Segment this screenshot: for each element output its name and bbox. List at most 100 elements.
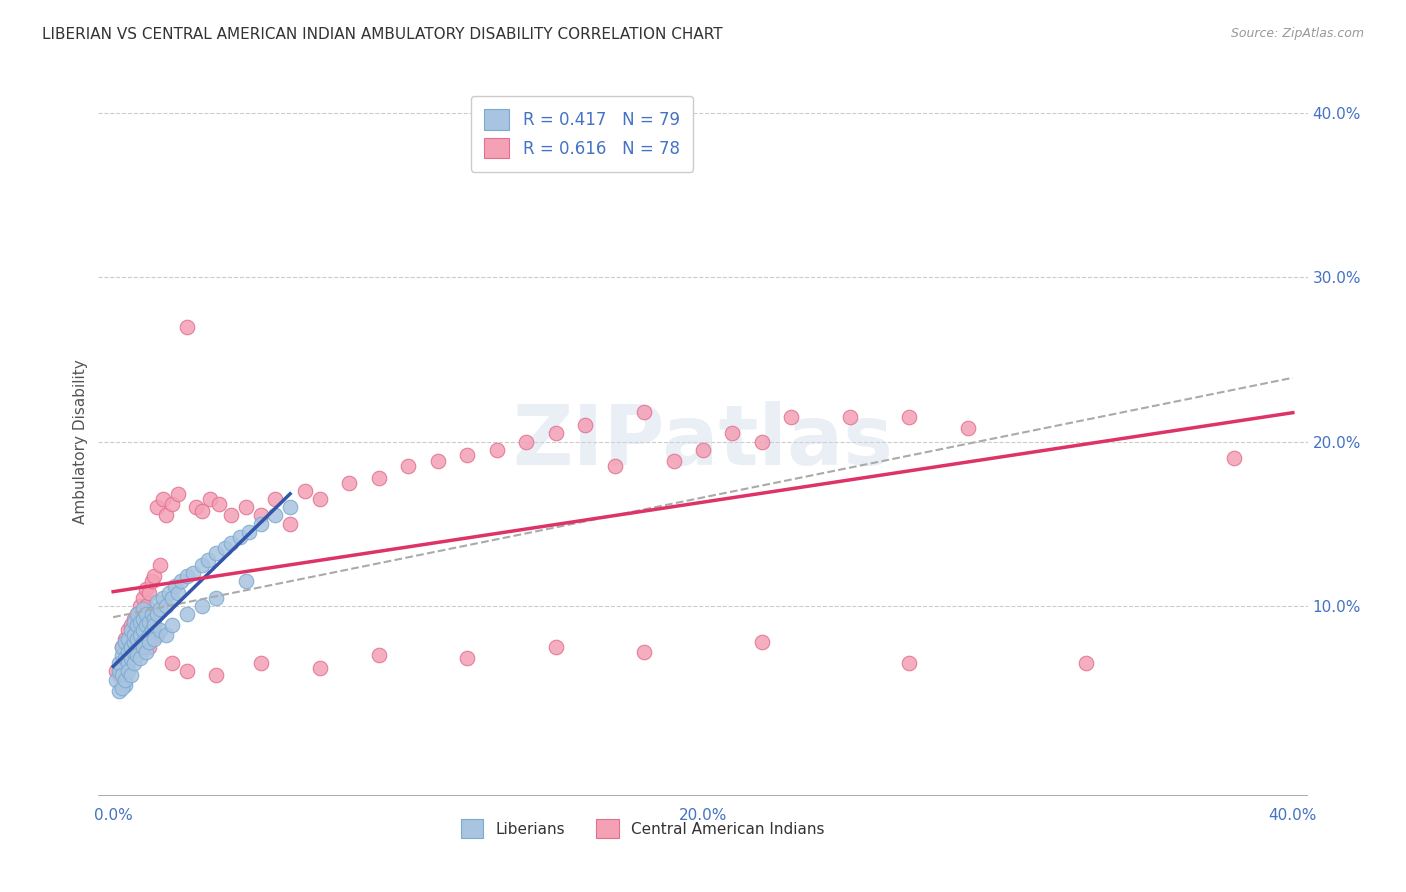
Point [238, 524, 260, 539]
Point [146, 628, 169, 642]
Point [485, 442, 508, 457]
Point [294, 483, 316, 498]
Point [120, 667, 142, 681]
Point [426, 454, 449, 468]
Point [135, 618, 157, 632]
Point [149, 558, 172, 572]
Point [143, 569, 166, 583]
Point [120, 640, 142, 654]
Point [181, 566, 204, 580]
Point [176, 319, 198, 334]
Point [200, 491, 222, 506]
Point [157, 585, 180, 599]
Point [367, 470, 389, 484]
Point [125, 648, 148, 662]
Point [367, 648, 389, 662]
Point [125, 607, 148, 621]
Point [143, 612, 166, 626]
Point [108, 684, 131, 698]
Point [111, 657, 134, 671]
Point [574, 418, 596, 433]
Point [264, 491, 287, 506]
Point [108, 667, 131, 681]
Point [128, 599, 150, 613]
Point [146, 500, 169, 515]
Point [131, 635, 153, 649]
Point [138, 628, 160, 642]
Text: Source: ZipAtlas.com: Source: ZipAtlas.com [1230, 27, 1364, 40]
Point [337, 475, 360, 490]
Point [235, 500, 257, 515]
Point [122, 657, 145, 671]
Point [751, 635, 773, 649]
Point [205, 546, 228, 560]
Point [1076, 657, 1098, 671]
Point [152, 591, 174, 605]
Point [208, 497, 231, 511]
Point [120, 624, 142, 638]
Point [662, 454, 685, 468]
Point [264, 508, 287, 523]
Point [128, 651, 150, 665]
Point [128, 640, 150, 654]
Point [278, 516, 301, 531]
Point [114, 673, 136, 687]
Point [108, 665, 131, 679]
Point [751, 434, 773, 449]
Point [160, 591, 183, 605]
Legend: Liberians, Central American Indians: Liberians, Central American Indians [453, 812, 832, 846]
Point [125, 618, 148, 632]
Point [135, 599, 157, 613]
Point [138, 585, 160, 599]
Point [155, 508, 177, 523]
Point [308, 661, 330, 675]
Point [138, 615, 160, 630]
Point [111, 640, 134, 654]
Point [176, 607, 198, 621]
Point [249, 657, 271, 671]
Point [544, 426, 567, 441]
Point [515, 434, 537, 449]
Point [167, 487, 190, 501]
Point [898, 657, 921, 671]
Text: LIBERIAN VS CENTRAL AMERICAN INDIAN AMBULATORY DISABILITY CORRELATION CHART: LIBERIAN VS CENTRAL AMERICAN INDIAN AMBU… [42, 27, 723, 42]
Point [308, 491, 330, 506]
Point [146, 595, 169, 609]
Point [122, 612, 145, 626]
Point [135, 645, 157, 659]
Point [205, 667, 228, 681]
Point [692, 442, 714, 457]
Point [160, 497, 183, 511]
Point [114, 677, 136, 691]
Point [111, 640, 134, 654]
Point [117, 624, 139, 638]
Point [190, 558, 212, 572]
Point [167, 585, 190, 599]
Point [122, 628, 145, 642]
Point [108, 657, 131, 671]
Point [135, 635, 157, 649]
Y-axis label: Ambulatory Disability: Ambulatory Disability [73, 359, 89, 524]
Point [138, 640, 160, 654]
Point [456, 651, 478, 665]
Point [111, 681, 134, 695]
Point [898, 409, 921, 424]
Point [155, 599, 177, 613]
Point [205, 591, 228, 605]
Point [190, 599, 212, 613]
Point [114, 661, 136, 675]
Point [165, 579, 187, 593]
Point [117, 648, 139, 662]
Point [249, 516, 271, 531]
Point [149, 602, 172, 616]
Point [278, 500, 301, 515]
Point [120, 640, 142, 654]
Point [143, 632, 166, 646]
Point [120, 618, 142, 632]
Point [128, 615, 150, 630]
Point [184, 500, 207, 515]
Point [125, 632, 148, 646]
Point [135, 582, 157, 597]
Point [141, 574, 163, 588]
Point [141, 624, 163, 638]
